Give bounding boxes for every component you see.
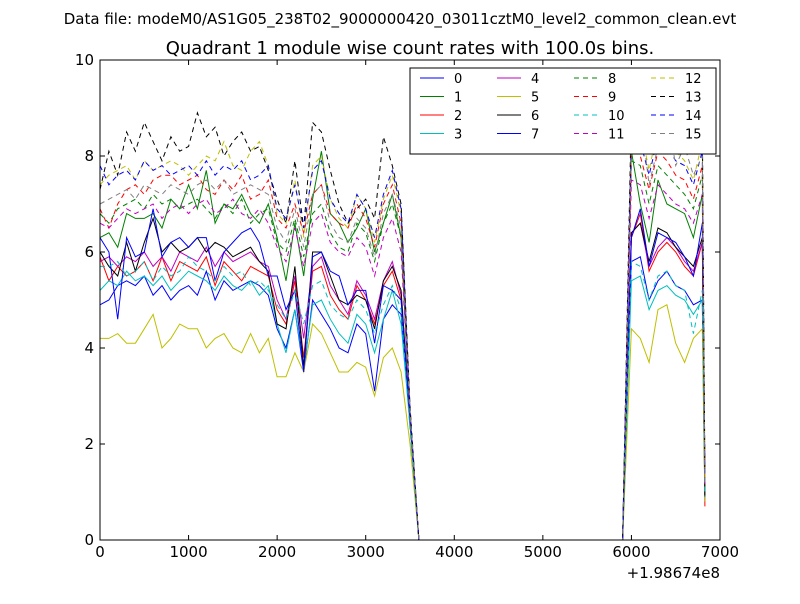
y-tick-label: 6 [84, 243, 94, 261]
x-tick-label: 5000 [524, 543, 562, 561]
plot-frame [99, 59, 721, 541]
x-tick-label: 1000 [169, 543, 207, 561]
x-tick-label: 6000 [612, 543, 650, 561]
x-tick-label: 0 [95, 543, 105, 561]
y-tick-label: 10 [75, 51, 94, 69]
figure-suptitle: Data file: modeM0/AS1G05_238T02_90000004… [64, 10, 737, 29]
y-tick-label: 4 [84, 339, 94, 357]
x-axis-offset-label: +1.98674e8 [627, 564, 720, 582]
series-line-11 [99, 179, 706, 541]
legend-label-11: 11 [608, 128, 625, 143]
x-tick-label: 4000 [435, 543, 473, 561]
series-line-1 [99, 151, 706, 541]
legend-label-13: 13 [685, 91, 702, 106]
y-tick-label: 0 [84, 531, 94, 549]
series-line-0 [99, 256, 706, 541]
legend-label-15: 15 [685, 128, 702, 143]
chart-title: Quadrant 1 module wise count rates with … [166, 38, 655, 59]
legend-label-9: 9 [608, 91, 616, 106]
legend-label-0: 0 [454, 72, 462, 87]
series-line-10 [100, 255, 706, 541]
x-tick-label: 7000 [701, 543, 739, 561]
legend-label-1: 1 [454, 91, 462, 106]
series-line-15 [99, 112, 706, 541]
legend-label-4: 4 [531, 72, 539, 87]
legend-box [409, 67, 717, 155]
legend-label-3: 3 [454, 128, 462, 143]
legend-label-8: 8 [608, 72, 616, 87]
legend-label-6: 6 [531, 109, 539, 124]
y-tick-label: 2 [84, 435, 94, 453]
legend-label-12: 12 [685, 72, 702, 87]
y-tick-label: 8 [84, 147, 94, 165]
series-line-14 [99, 130, 706, 541]
legend-label-10: 10 [608, 109, 625, 124]
series-layer [99, 87, 706, 541]
legend-label-7: 7 [531, 128, 539, 143]
x-tick-label: 3000 [347, 543, 385, 561]
legend-label-14: 14 [685, 109, 702, 124]
legend-label-5: 5 [531, 91, 539, 106]
series-line-8 [99, 159, 706, 541]
legend-label-2: 2 [454, 109, 462, 124]
x-tick-label: 2000 [258, 543, 296, 561]
